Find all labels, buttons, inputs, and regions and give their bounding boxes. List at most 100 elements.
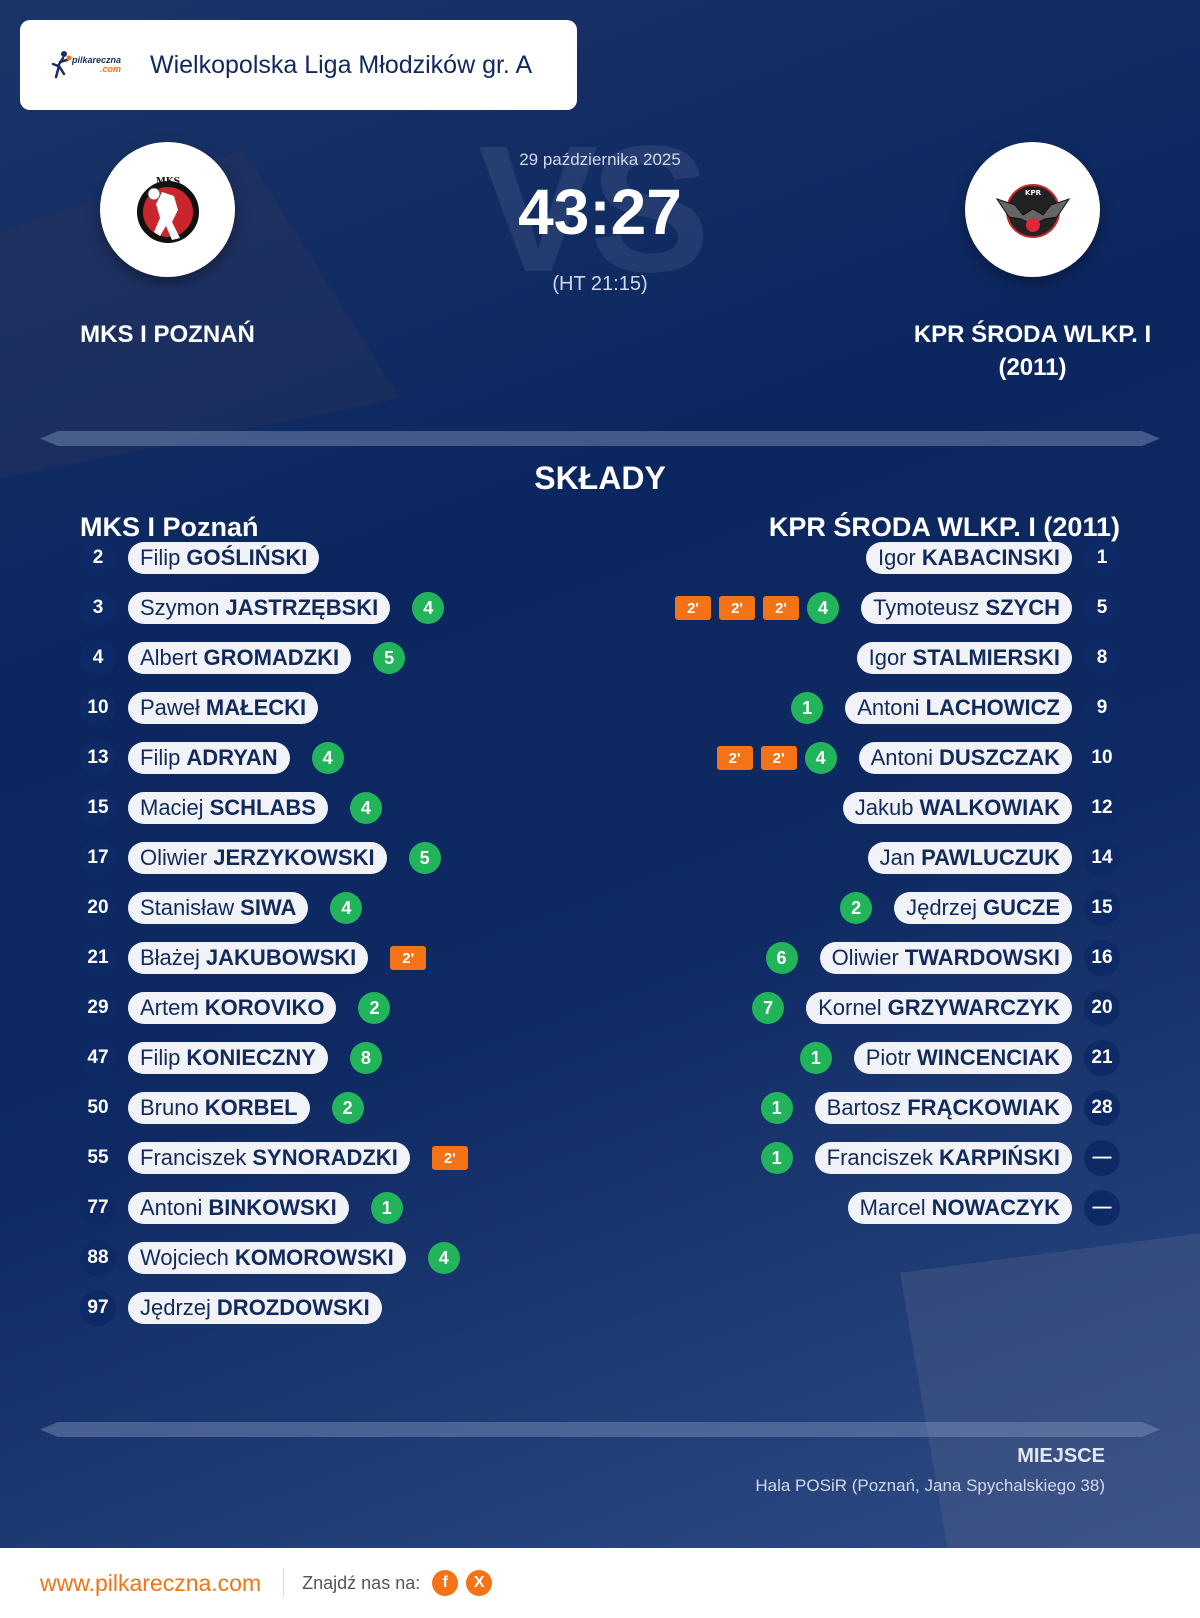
goals-badge: 1 (370, 1192, 403, 1224)
goals-badge: 1 (799, 1042, 832, 1074)
x-twitter-icon[interactable]: X (466, 1570, 493, 1596)
venue-value: Hala POSiR (Poznań, Jana Spychalskiego 3… (755, 1476, 1105, 1495)
shirt-number: 21 (80, 940, 116, 976)
player-name[interactable]: Filip GOŚLIŃSKI (128, 542, 320, 574)
player-name[interactable]: Paweł MAŁECKI (128, 692, 319, 724)
facebook-icon[interactable]: f (432, 1570, 459, 1596)
player-name[interactable]: Filip ADRYAN (128, 742, 290, 774)
player-first-name: Kornel (818, 995, 882, 1020)
shirt-number: 1 (1084, 540, 1120, 576)
shirt-number: 97 (80, 1290, 116, 1326)
player-name[interactable]: Jędrzej GUCZE (894, 892, 1072, 924)
player-last-name: WINCENCIAK (917, 1045, 1060, 1070)
shirt-number: 5 (1084, 590, 1120, 626)
player-name[interactable]: Antoni LACHOWICZ (845, 692, 1072, 724)
player-row[interactable]: 1 Igor KABACINSKI (865, 540, 1120, 576)
player-row[interactable]: 8 Igor STALMIERSKI (856, 640, 1120, 676)
player-first-name: Maciej (140, 795, 204, 820)
suspension-badge: 2' (716, 746, 753, 770)
brand-suffix: .com (100, 64, 122, 74)
player-name[interactable]: Oliwier JERZYKOWSKI (128, 842, 387, 874)
player-first-name: Marcel (859, 1195, 926, 1220)
player-row[interactable]: 21 Błażej JAKUBOWSKI 2' (80, 940, 427, 976)
player-name[interactable]: Igor STALMIERSKI (856, 642, 1072, 674)
player-row[interactable]: 28 Bartosz FRĄCKOWIAK 1 (760, 1090, 1120, 1126)
footer: www.pilkareczna.com Znajdź nas na: f X (0, 1548, 1200, 1618)
player-row[interactable]: 3 Szymon JASTRZĘBSKI 4 (80, 590, 445, 626)
player-row[interactable]: 9 Antoni LACHOWICZ 1 (791, 690, 1120, 726)
player-events: 1 (799, 1042, 832, 1074)
player-name[interactable]: Maciej SCHLABS (128, 792, 328, 824)
player-name[interactable]: Tymoteusz SZYCH (861, 592, 1072, 624)
player-name[interactable]: Jakub WALKOWIAK (842, 792, 1072, 824)
player-last-name: PAWLUCZUK (921, 845, 1060, 870)
player-first-name: Paweł (140, 695, 200, 720)
halftime-score: (HT 21:15) (552, 273, 648, 295)
player-row[interactable]: 15 Jędrzej GUCZE 2 (840, 890, 1120, 926)
player-last-name: SIWA (240, 895, 297, 920)
website-link[interactable]: www.pilkareczna.com (40, 1569, 262, 1596)
player-name[interactable]: Filip KONIECZNY (128, 1042, 328, 1074)
player-row[interactable]: 14 Jan PAWLUCZUK (867, 840, 1120, 876)
player-events: 1 (791, 692, 824, 724)
player-name[interactable]: Franciszek KARPIŃSKI (814, 1142, 1072, 1174)
player-name[interactable]: Jan PAWLUCZUK (867, 842, 1072, 874)
player-name[interactable]: Antoni DUSZCZAK (858, 742, 1072, 774)
player-row[interactable]: 20 Stanisław SIWA 4 (80, 890, 363, 926)
player-name[interactable]: Stanisław SIWA (128, 892, 309, 924)
player-name[interactable]: Szymon JASTRZĘBSKI (128, 592, 391, 624)
player-name[interactable]: Franciszek SYNORADZKI (128, 1142, 410, 1174)
player-events: 1 (760, 1092, 793, 1124)
player-row[interactable]: 15 Maciej SCHLABS 4 (80, 790, 382, 826)
player-row[interactable]: 50 Bruno KORBEL 2 (80, 1090, 364, 1126)
player-name[interactable]: Błażej JAKUBOWSKI (128, 942, 369, 974)
goals-badge: 5 (408, 842, 441, 874)
player-row[interactable]: 12 Jakub WALKOWIAK (842, 790, 1120, 826)
player-name[interactable]: Igor KABACINSKI (865, 542, 1072, 574)
player-row[interactable]: 2 Filip GOŚLIŃSKI (80, 540, 320, 576)
player-first-name: Oliwier (140, 845, 208, 870)
player-name[interactable]: Bruno KORBEL (128, 1092, 310, 1124)
player-row[interactable]: 20 Kornel GRZYWARCZYK 7 (752, 990, 1120, 1026)
player-first-name: Antoni (140, 1195, 203, 1220)
player-name[interactable]: Kornel GRZYWARCZYK (806, 992, 1072, 1024)
goals-badge: 4 (412, 592, 445, 624)
player-row[interactable]: 16 Oliwier TWARDOWSKI 6 (765, 940, 1120, 976)
goals-badge: 4 (427, 1242, 460, 1274)
player-name[interactable]: Albert GROMADZKI (128, 642, 352, 674)
player-row[interactable]: — Marcel NOWACZYK (847, 1190, 1120, 1226)
player-row[interactable]: 10 Antoni DUSZCZAK 4 2' 2' (716, 740, 1120, 776)
player-events: 4 2' 2' 2' (675, 592, 840, 624)
player-row[interactable]: 77 Antoni BINKOWSKI 1 (80, 1190, 403, 1226)
player-name[interactable]: Piotr WINCENCIAK (853, 1042, 1072, 1074)
goals-badge: 4 (349, 792, 382, 824)
player-name[interactable]: Wojciech KOMOROWSKI (128, 1242, 406, 1274)
player-last-name: TWARDOWSKI (904, 945, 1060, 970)
player-row[interactable]: — Franciszek KARPIŃSKI 1 (760, 1140, 1120, 1176)
home-team-logo[interactable]: MKS (100, 142, 235, 277)
player-name[interactable]: Jędrzej DROZDOWSKI (128, 1292, 382, 1324)
player-name[interactable]: Oliwier TWARDOWSKI (819, 942, 1072, 974)
player-last-name: FRĄCKOWIAK (907, 1095, 1060, 1120)
player-row[interactable]: 55 Franciszek SYNORADZKI 2' (80, 1140, 468, 1176)
away-team-logo[interactable]: KPR (965, 142, 1100, 277)
player-name[interactable]: Bartosz FRĄCKOWIAK (814, 1092, 1072, 1124)
player-row[interactable]: 88 Wojciech KOMOROWSKI 4 (80, 1240, 460, 1276)
player-row[interactable]: 29 Artem KOROVIKO 2 (80, 990, 391, 1026)
player-row[interactable]: 5 Tymoteusz SZYCH 4 2' 2' 2' (675, 590, 1120, 626)
player-first-name: Jakub (854, 795, 914, 820)
player-row[interactable]: 10 Paweł MAŁECKI (80, 690, 319, 726)
player-row[interactable]: 97 Jędrzej DROZDOWSKI (80, 1290, 382, 1326)
player-row[interactable]: 4 Albert GROMADZKI 5 (80, 640, 406, 676)
pilkareczna-logo[interactable]: pilkareczna .com (50, 45, 140, 85)
player-name[interactable]: Marcel NOWACZYK (847, 1192, 1072, 1224)
player-events: 4 (311, 742, 344, 774)
player-name[interactable]: Artem KOROVIKO (128, 992, 337, 1024)
player-name[interactable]: Antoni BINKOWSKI (128, 1192, 349, 1224)
player-row[interactable]: 13 Filip ADRYAN 4 (80, 740, 344, 776)
player-row[interactable]: 47 Filip KONIECZNY 8 (80, 1040, 382, 1076)
player-row[interactable]: 21 Piotr WINCENCIAK 1 (799, 1040, 1120, 1076)
league-header: pilkareczna .com Wielkopolska Liga Młodz… (20, 20, 577, 110)
brand-name: pilkareczna (72, 55, 122, 65)
player-row[interactable]: 17 Oliwier JERZYKOWSKI 5 (80, 840, 441, 876)
